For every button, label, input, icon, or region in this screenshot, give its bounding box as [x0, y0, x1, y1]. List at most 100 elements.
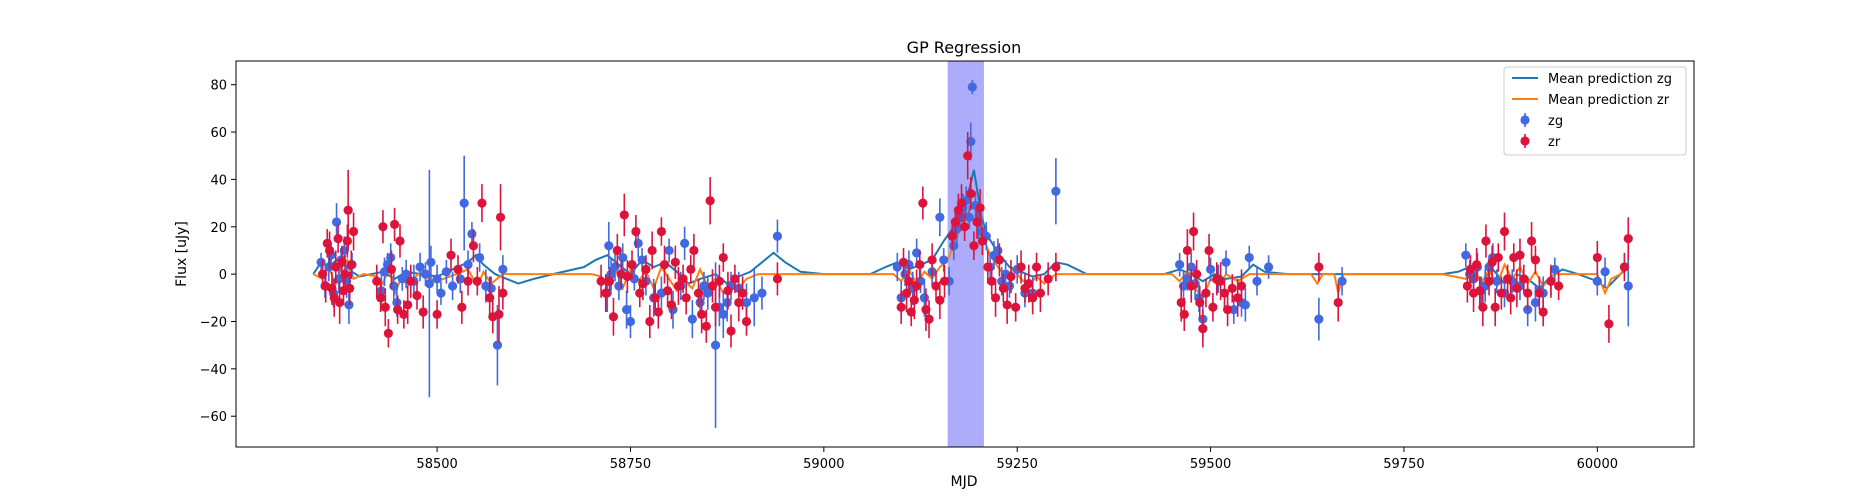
- x-axis-ticks: 58500 58750 59000 59250 59500 59750 60000: [416, 447, 1618, 472]
- legend-label: Mean prediction zg: [1548, 72, 1672, 87]
- point-zg: [424, 279, 434, 289]
- point-zr: [666, 300, 677, 310]
- x-tick-label: 59500: [1190, 457, 1231, 472]
- point-zg: [1550, 264, 1560, 274]
- point-zr: [627, 260, 637, 270]
- legend-marker-swatch: [1520, 136, 1530, 146]
- point-zg: [1240, 300, 1250, 310]
- point-zr: [1051, 262, 1061, 272]
- point-zr: [960, 222, 970, 232]
- point-zr: [1028, 293, 1038, 303]
- point-zr: [1534, 288, 1544, 298]
- point-zr: [463, 276, 473, 286]
- point-zr: [324, 245, 335, 256]
- point-zr: [1035, 288, 1046, 298]
- point-zr: [983, 262, 993, 272]
- point-zr: [399, 309, 409, 319]
- x-tick-label: 58750: [610, 457, 651, 472]
- point-zg: [436, 288, 446, 298]
- point-zg: [964, 212, 974, 222]
- point-zr: [495, 212, 506, 222]
- y-tick-label: 0: [219, 268, 227, 283]
- point-zr: [1198, 323, 1208, 334]
- point-zr: [446, 250, 456, 260]
- point-zr: [1515, 250, 1525, 260]
- point-zr: [1493, 252, 1503, 263]
- point-zr: [975, 203, 985, 213]
- point-zr: [678, 274, 688, 284]
- point-zr: [345, 283, 355, 293]
- point-zr: [406, 276, 416, 286]
- point-zg: [1186, 262, 1196, 272]
- point-zr: [468, 241, 479, 251]
- point-zr: [1512, 283, 1522, 293]
- point-zr: [1204, 245, 1214, 256]
- point-zr: [327, 283, 337, 293]
- point-zr: [335, 297, 345, 308]
- point-zr: [1192, 269, 1202, 279]
- point-zg: [401, 269, 411, 279]
- point-zg: [441, 267, 451, 277]
- point-zr: [738, 288, 748, 298]
- point-zr: [494, 309, 504, 319]
- point-zr: [346, 260, 356, 270]
- point-zg: [331, 217, 342, 227]
- point-zr: [909, 295, 919, 305]
- point-zr: [1619, 262, 1629, 272]
- point-zr: [1006, 271, 1016, 282]
- point-zg: [699, 281, 709, 291]
- point-zr: [472, 276, 482, 286]
- point-zr: [1011, 302, 1021, 312]
- point-zr: [693, 288, 704, 298]
- point-zr: [1546, 276, 1556, 286]
- point-zr: [619, 210, 629, 220]
- y-tick-label: 60: [210, 126, 227, 141]
- point-zr: [977, 236, 988, 246]
- point-zr: [432, 309, 442, 319]
- point-zr: [918, 198, 928, 208]
- point-zr: [631, 226, 641, 237]
- point-zr: [498, 288, 508, 298]
- point-zr: [726, 326, 736, 336]
- point-zr: [714, 276, 725, 286]
- point-zr: [1195, 297, 1205, 308]
- point-zg: [993, 245, 1003, 256]
- point-zr: [723, 286, 733, 296]
- point-zr: [1179, 309, 1189, 319]
- point-zg: [1592, 276, 1602, 286]
- point-zr: [912, 281, 922, 291]
- point-zr: [596, 276, 606, 286]
- x-axis-label: MJD: [951, 474, 978, 490]
- point-zg: [1337, 276, 1347, 286]
- point-zr: [376, 293, 386, 303]
- point-zr: [987, 276, 997, 286]
- point-zg: [757, 288, 767, 298]
- point-zr: [701, 321, 711, 331]
- point-zg: [432, 274, 442, 284]
- y-tick-label: 80: [210, 79, 227, 94]
- point-zg: [459, 198, 469, 208]
- point-zr: [457, 302, 467, 312]
- point-zr: [348, 226, 359, 237]
- point-zr: [1592, 252, 1602, 263]
- point-zg: [710, 340, 721, 350]
- point-zr: [1538, 307, 1548, 317]
- point-zg: [467, 229, 477, 239]
- point-zr: [1208, 302, 1218, 312]
- point-zr: [412, 290, 422, 301]
- point-zr: [710, 302, 721, 312]
- point-zg: [741, 297, 752, 308]
- point-zr: [641, 264, 651, 274]
- point-zr: [772, 274, 783, 284]
- point-zg: [604, 241, 614, 251]
- point-zr: [915, 260, 925, 270]
- point-zg: [935, 212, 945, 222]
- point-zr: [705, 196, 715, 206]
- point-zr: [340, 269, 350, 279]
- series-zr: [318, 132, 1633, 348]
- point-zr: [969, 241, 979, 251]
- point-zr: [734, 297, 744, 308]
- legend-box: [1503, 66, 1687, 156]
- point-zg: [919, 293, 929, 303]
